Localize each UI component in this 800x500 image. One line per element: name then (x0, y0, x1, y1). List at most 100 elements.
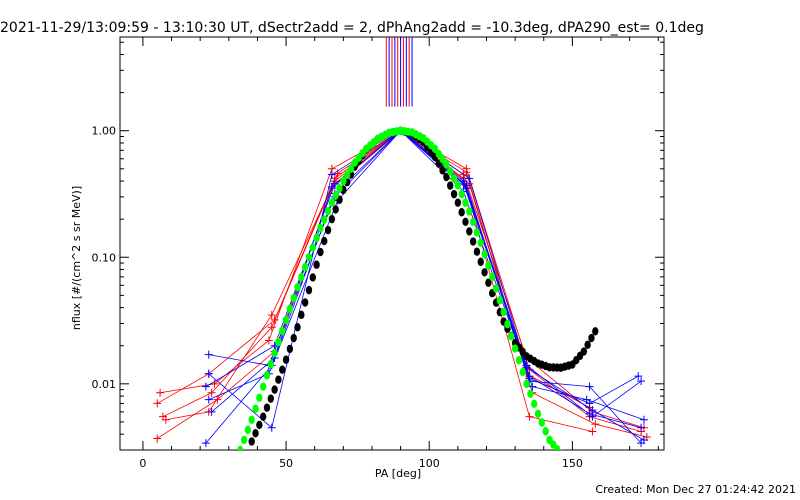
fit-point-green (538, 418, 546, 427)
fit-point-black (286, 344, 294, 354)
data-point-red (525, 412, 534, 421)
y-axis-label: nflux [#/(cm^2 s sr MeV)] (70, 186, 83, 330)
fit-point-black (466, 227, 473, 236)
data-point-blue (462, 181, 471, 190)
fit-point-black (305, 285, 313, 295)
fit-point-black (592, 327, 599, 336)
fit-point-black (450, 189, 458, 199)
data-point-blue (201, 382, 210, 391)
fit-point-green (343, 170, 351, 180)
fit-point-black (313, 260, 320, 269)
fit-point-green (553, 444, 561, 450)
data-point-blue (327, 170, 336, 179)
fit-point-black (462, 217, 469, 227)
series-line-blue (205, 130, 645, 421)
fit-point-green (462, 198, 469, 207)
fit-point-green (454, 181, 462, 190)
fit-point-green (431, 144, 439, 153)
fit-point-green (496, 296, 504, 305)
fit-point-black (248, 437, 255, 446)
fit-point-green (286, 304, 294, 314)
series-line-blue (208, 130, 642, 429)
fit-point-black (263, 403, 271, 412)
fit-point-green (271, 348, 278, 358)
fit-point-green (458, 189, 465, 199)
x-axis-label: PA [deg] (375, 467, 421, 480)
fit-point-green (309, 243, 316, 252)
fit-point-green (298, 273, 305, 282)
fit-point-black (584, 340, 591, 349)
data-point-red (267, 323, 276, 332)
data-point-red (264, 336, 273, 345)
fit-point-black (317, 247, 324, 257)
y-tick-label: 1.00 (92, 125, 117, 138)
data-point-blue (522, 363, 531, 372)
creation-timestamp: Created: Mon Dec 27 01:24:42 2021 (595, 483, 796, 496)
fit-point-black (477, 257, 484, 267)
series-line-red (157, 130, 593, 439)
fit-point-green (447, 167, 454, 176)
fit-point-green (527, 389, 534, 399)
series-line-red (160, 130, 642, 432)
fit-point-black (443, 172, 450, 182)
data-point-blue (585, 382, 594, 391)
data-point-blue (639, 415, 648, 424)
y-tick-label: 0.10 (92, 251, 117, 264)
fit-point-green (439, 155, 446, 164)
fit-point-green (508, 332, 515, 341)
fit-point-black (275, 375, 282, 384)
data-point-blue (528, 382, 537, 391)
fit-point-green (347, 164, 355, 173)
fit-point-green (259, 382, 267, 391)
fit-point-black (271, 385, 278, 394)
data-point-blue (637, 377, 646, 386)
fit-point-green (542, 427, 549, 436)
fit-point-green (515, 356, 523, 365)
data-point-blue (204, 350, 213, 359)
fit-point-green (531, 399, 538, 408)
series-line-red (157, 130, 645, 429)
data-point-red (591, 420, 600, 429)
data-point-blue (582, 395, 591, 404)
fit-point-black (324, 225, 332, 235)
data-point-red (462, 168, 471, 177)
x-tick-label: 0 (139, 457, 146, 470)
fit-point-green (301, 263, 309, 272)
fit-point-green (294, 283, 301, 292)
fit-point-green (321, 215, 328, 224)
fit-point-green (332, 191, 339, 200)
data-point-red (588, 427, 597, 436)
fit-point-black (279, 365, 286, 374)
data-point-blue (204, 395, 213, 404)
data-point-blue (637, 423, 646, 432)
fit-point-black (259, 412, 267, 421)
data-point-red (267, 310, 276, 319)
data-point-blue (204, 369, 213, 378)
data-point-red (153, 399, 162, 408)
data-point-blue (588, 406, 597, 415)
fit-point-black (439, 166, 446, 175)
fit-point-green (248, 415, 255, 424)
fit-point-green (469, 217, 477, 227)
y-tick-label: 0.01 (92, 378, 117, 391)
fit-point-black (309, 273, 316, 282)
fit-point-black (580, 347, 588, 356)
fit-point-green (534, 409, 542, 418)
fit-point-green (244, 425, 252, 435)
fit-point-black (473, 247, 481, 256)
chart-title: 2021-11-29/13:09:59 - 13:10:30 UT, dSect… (0, 20, 704, 36)
fit-point-green (263, 371, 271, 380)
fit-point-black (290, 333, 297, 343)
fit-point-green (252, 404, 259, 413)
fit-point-green (305, 253, 313, 262)
fit-point-green (559, 449, 563, 450)
series-line-blue (208, 130, 642, 429)
fit-point-black (282, 355, 290, 364)
data-point-blue (267, 423, 276, 432)
fit-point-black (481, 268, 488, 277)
data-point-blue (201, 439, 210, 448)
fit-point-green (485, 261, 492, 270)
fit-point-green (435, 149, 442, 159)
fit-point-green (279, 326, 286, 336)
